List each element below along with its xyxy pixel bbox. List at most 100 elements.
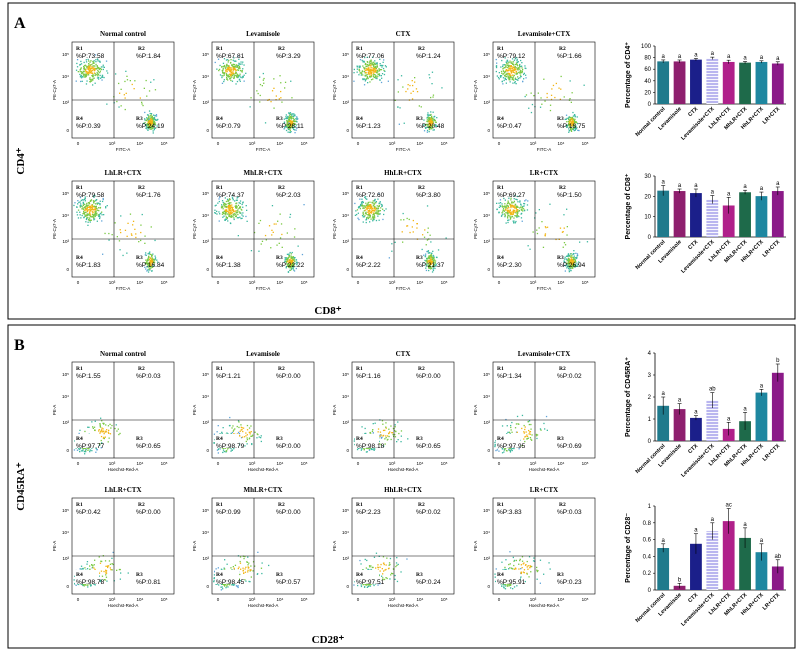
flow-dot	[507, 70, 509, 72]
percent-value: 0.65	[428, 443, 441, 450]
flow-dot	[149, 253, 152, 255]
flow-dot	[81, 75, 83, 78]
flow-dot	[507, 210, 509, 212]
flow-dot	[426, 124, 428, 126]
flow-dot	[356, 71, 358, 73]
y-tick-label: 10⁵	[483, 191, 490, 196]
flow-dot	[84, 430, 86, 433]
flow-dot	[544, 234, 546, 236]
flow-dot	[227, 206, 229, 208]
percent-value: 22.22	[288, 262, 305, 269]
flow-dot	[296, 118, 298, 120]
flow-dot	[147, 114, 149, 116]
percent-prefix: %P:	[276, 373, 288, 380]
flow-plot-frame	[71, 41, 175, 139]
quadrant-name: R4	[76, 116, 83, 122]
flow-dot	[152, 118, 154, 120]
percent-prefix: %P:	[76, 53, 88, 60]
percent-value: 72.60	[368, 192, 385, 199]
flow-dot	[227, 79, 229, 81]
flow-dot	[379, 74, 381, 77]
flow-dot	[376, 208, 378, 210]
flow-dot	[245, 435, 247, 437]
flow-dot	[519, 63, 521, 66]
flow-dot	[222, 206, 224, 208]
flow-dot	[85, 74, 87, 76]
flow-dot	[293, 256, 295, 259]
flow-dot	[570, 127, 573, 129]
flow-dot	[522, 68, 524, 71]
flow-plot-title: Levamisole+CTX	[518, 30, 571, 38]
flow-dot	[288, 262, 290, 264]
flow-dot	[575, 265, 577, 267]
flow-dot	[226, 76, 228, 79]
flow-dot	[232, 70, 234, 72]
flow-dot	[373, 215, 376, 217]
flow-dot	[289, 216, 291, 218]
flow-dot	[364, 62, 367, 65]
percent-prefix: %P:	[416, 373, 428, 380]
flow-dot	[216, 68, 218, 70]
flow-dot	[568, 259, 570, 261]
flow-dot	[385, 66, 387, 68]
flow-dot	[89, 221, 91, 223]
flow-dot	[119, 92, 121, 94]
flow-dot	[366, 64, 368, 66]
flow-dot	[88, 426, 90, 428]
flow-dot	[290, 257, 292, 259]
flow-dot	[239, 206, 242, 208]
flow-dot	[141, 213, 143, 216]
flow-dot	[296, 127, 298, 129]
flow-dot	[79, 196, 82, 199]
flow-dot	[363, 78, 365, 80]
flow-dot	[251, 443, 253, 446]
flow-dot	[291, 260, 293, 262]
flow-dot	[147, 260, 149, 262]
flow-dot	[571, 124, 573, 126]
flow-dot	[515, 78, 517, 80]
flow-dot	[237, 431, 240, 434]
flow-dot	[550, 98, 553, 101]
flow-dot	[575, 257, 577, 260]
flow-dot	[92, 74, 94, 76]
flow-dot	[369, 76, 371, 78]
flow-dot	[521, 414, 524, 417]
flow-dot	[234, 72, 237, 75]
quadrant-name: R1	[356, 46, 363, 52]
flow-dot	[87, 221, 89, 223]
flow-dot	[245, 72, 247, 74]
flow-dot	[290, 264, 292, 267]
flow-dot	[254, 431, 256, 433]
flow-dot	[496, 62, 498, 64]
flow-dot	[563, 242, 566, 244]
flow-dot	[263, 77, 265, 80]
flow-dot	[430, 120, 432, 122]
quadrant-name: R3	[136, 436, 143, 442]
flow-dot	[89, 80, 91, 83]
quadrant-percent: %P:22.22	[276, 262, 305, 269]
flow-dot	[420, 106, 422, 108]
flow-dot	[373, 205, 375, 207]
flow-dot	[231, 64, 233, 67]
flow-dot	[426, 257, 428, 260]
flow-dot	[96, 203, 99, 205]
flow-dot	[370, 69, 372, 71]
flow-dot	[237, 204, 240, 206]
flow-dot	[154, 259, 156, 261]
percent-value: 21.37	[428, 262, 445, 269]
flow-dot	[570, 257, 572, 259]
flow-dot	[87, 210, 89, 212]
flow-dot	[149, 119, 152, 122]
flow-dot	[287, 259, 289, 261]
flow-dot	[429, 114, 431, 116]
flow-dot	[431, 271, 434, 273]
flow-dot	[518, 71, 520, 74]
flow-dot	[516, 73, 518, 75]
flow-dot	[365, 74, 367, 76]
flow-dot	[82, 76, 84, 78]
flow-dot	[82, 207, 84, 209]
flow-dot	[230, 447, 232, 450]
flow-dot	[377, 73, 379, 75]
flow-dot	[118, 433, 120, 436]
flow-dot	[76, 59, 79, 61]
